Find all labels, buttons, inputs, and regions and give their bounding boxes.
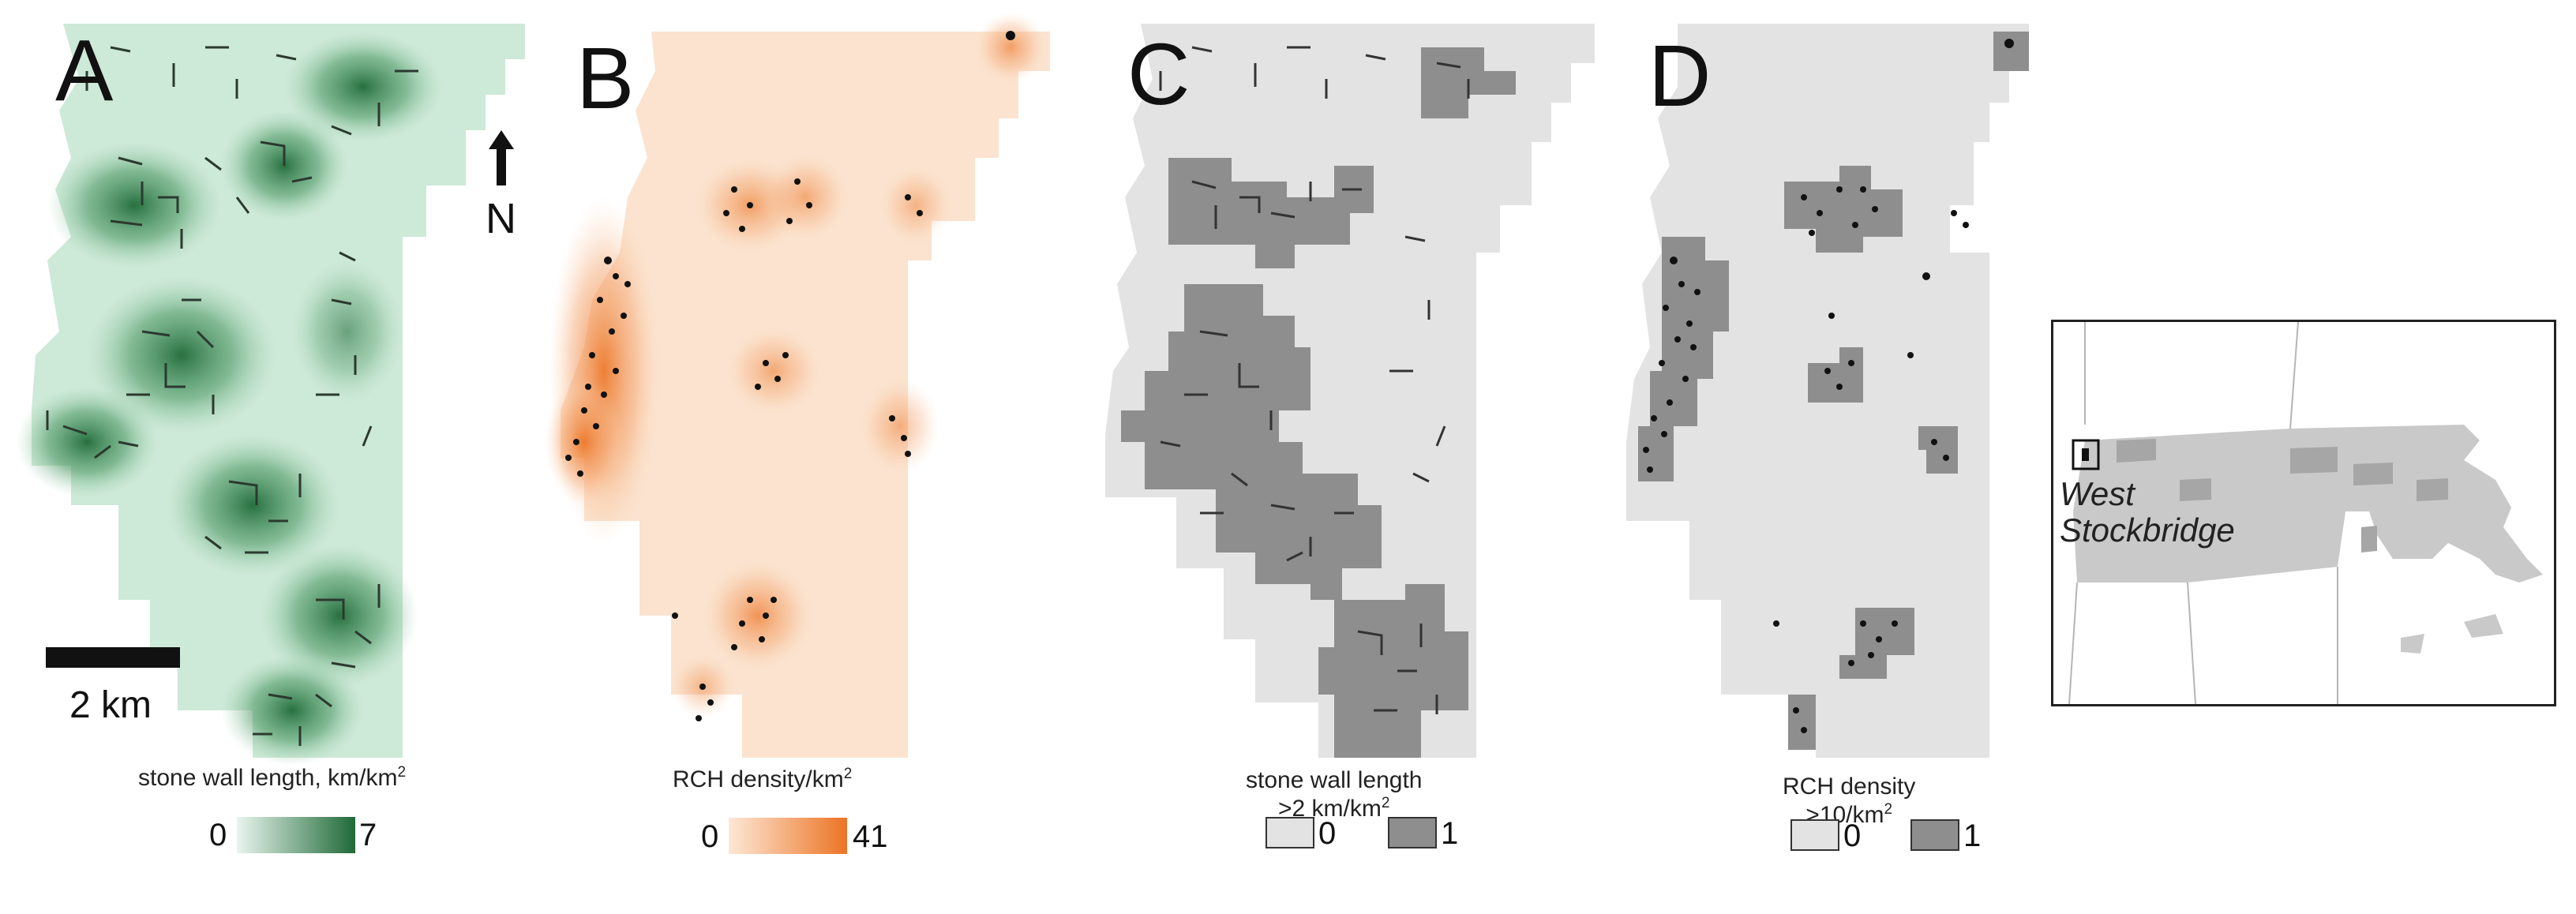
- class-0-label-d: 0: [1843, 818, 1862, 853]
- color-ramp-a: [237, 817, 355, 853]
- class-1-label-c: 1: [1441, 816, 1459, 851]
- legend-title-d: RCH density >10/km2: [1783, 774, 1916, 828]
- rch-points-b: [565, 31, 1015, 721]
- class-0-swatch-c: [1266, 817, 1314, 848]
- legend-min-a: 0: [209, 818, 227, 852]
- legend-title-b: RCH density/km2: [673, 766, 853, 792]
- density-hotspots-b: [545, 12, 1046, 718]
- north-label: N: [486, 195, 516, 242]
- legend-max-b: 41: [853, 819, 888, 854]
- class-0-label-c: 0: [1318, 816, 1337, 851]
- legend-title-c: stone wall length >2 km/km2: [1246, 767, 1423, 822]
- color-ramp-b: [729, 818, 847, 854]
- legend-title-a: stone wall length, km/km2: [138, 764, 407, 791]
- class-0-swatch-d: [1790, 819, 1839, 851]
- legend-min-b: 0: [701, 819, 719, 854]
- class-1-swatch-c: [1388, 817, 1437, 848]
- panel-letter-d: D: [1648, 28, 1712, 125]
- map-b: [545, 12, 1050, 758]
- stone-walls-a: [46, 46, 418, 746]
- stone-walls-c: [1159, 46, 1470, 714]
- map-c: [1105, 24, 1595, 758]
- panel-letter-c: C: [1127, 26, 1191, 123]
- north-arrow-icon: [489, 130, 514, 185]
- inset-map: [2068, 322, 2543, 704]
- panel-a: A N 2 km stone wall length, km/km2 0 7: [0, 0, 553, 914]
- towns-shaded: [2117, 439, 2448, 553]
- island-shapes: [2401, 614, 2503, 654]
- map-d: [1626, 24, 2029, 758]
- panel-c: C stone wall length >2 km/km2 0 1: [1074, 0, 1610, 914]
- rch-points-d: [1643, 39, 2014, 733]
- class-1-swatch-d: [1910, 819, 1959, 851]
- panel-letter-a: A: [55, 22, 114, 119]
- legend-max-a: 7: [359, 818, 377, 852]
- panel-d: D RCH density >10/km2 0 1: [1603, 0, 2045, 914]
- class-1-label-d: 1: [1963, 818, 1982, 853]
- scale-bar-label: 2 km: [69, 684, 152, 726]
- density-hotspots-a: [16, 32, 442, 766]
- panel-letter-b: B: [576, 30, 635, 127]
- study-area-locator-fill: [2082, 448, 2089, 461]
- map-a: [16, 24, 525, 766]
- inset-borders: [2068, 322, 2338, 704]
- state-outline: [2073, 425, 2543, 582]
- study-area-locator-box: [2072, 439, 2100, 470]
- scale-bar: [46, 647, 180, 668]
- panel-b: B RCH density/km2 0 41: [537, 0, 1074, 914]
- inset-place-label: West Stockbridge: [2060, 475, 2235, 549]
- locator-inset: West Stockbridge: [2051, 320, 2556, 706]
